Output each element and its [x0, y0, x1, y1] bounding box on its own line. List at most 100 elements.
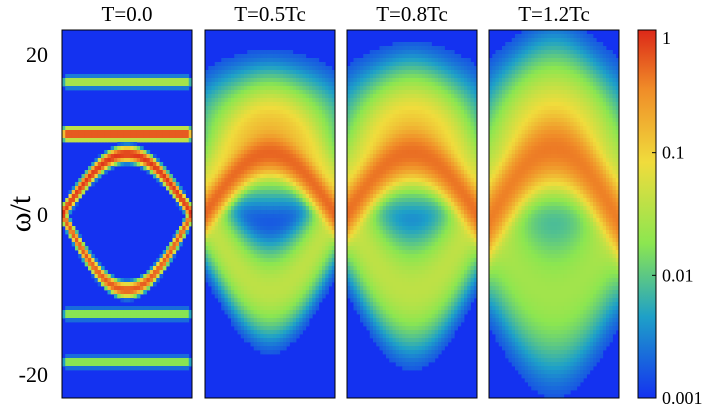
- heatmap-cell: [350, 150, 354, 155]
- heatmap-cell: [260, 294, 264, 299]
- heatmap-cell: [263, 322, 268, 327]
- heatmap-cell: [62, 310, 66, 315]
- heatmap-cell: [237, 302, 242, 307]
- heatmap-cell: [227, 286, 232, 291]
- heatmap-cell: [405, 114, 410, 119]
- heatmap-cell: [266, 238, 271, 243]
- heatmap-cell: [305, 218, 310, 223]
- heatmap-cell: [182, 318, 186, 323]
- heatmap-cell: [231, 190, 235, 195]
- heatmap-cell: [328, 102, 333, 107]
- heatmap-cell: [78, 194, 82, 199]
- heatmap-cell: [273, 158, 277, 163]
- heatmap-cell: [276, 310, 281, 315]
- heatmap-cell: [283, 278, 287, 283]
- heatmap-cell: [428, 130, 432, 135]
- heatmap-cell: [402, 106, 406, 111]
- heatmap-cell: [270, 258, 274, 263]
- heatmap-cell: [68, 230, 73, 235]
- heatmap-cell: [97, 282, 102, 287]
- heatmap-cell: [205, 126, 209, 131]
- heatmap-cell: [234, 106, 238, 111]
- heatmap-cell: [240, 258, 245, 263]
- heatmap-cell: [270, 82, 274, 87]
- heatmap-cell: [263, 286, 268, 291]
- heatmap-cell: [263, 298, 268, 303]
- heatmap-cell: [266, 134, 271, 139]
- heatmap-cell: [447, 62, 452, 67]
- heatmap-cell: [318, 138, 323, 143]
- heatmap-cell: [247, 202, 251, 207]
- heatmap-cell: [305, 242, 310, 247]
- heatmap-cell: [434, 166, 439, 171]
- heatmap-cell: [231, 170, 235, 175]
- heatmap-cell: [289, 186, 294, 191]
- heatmap-cell: [292, 122, 297, 127]
- heatmap-cell: [421, 154, 426, 159]
- heatmap-cell: [331, 162, 336, 167]
- heatmap-cell: [283, 138, 287, 143]
- heatmap-cell: [127, 134, 131, 139]
- heatmap-cell: [405, 118, 410, 123]
- heatmap-cell: [296, 158, 300, 163]
- heatmap-cell: [441, 78, 445, 83]
- heatmap-cell: [260, 162, 264, 167]
- heatmap-cell: [315, 294, 320, 299]
- heatmap-cell: [234, 58, 238, 63]
- heatmap-cell: [162, 138, 167, 143]
- heatmap-cell: [305, 78, 310, 83]
- heatmap-cell: [253, 74, 258, 79]
- heatmap-cell: [363, 154, 367, 159]
- heatmap-cell: [299, 170, 303, 175]
- heatmap-cell: [312, 114, 316, 119]
- heatmap-cell: [227, 214, 232, 219]
- heatmap-cell: [214, 62, 219, 67]
- heatmap-cell: [273, 86, 277, 91]
- heatmap-cell: [325, 254, 329, 259]
- heatmap-cell: [318, 278, 323, 283]
- heatmap-cell: [473, 130, 478, 135]
- heatmap-cell: [405, 122, 410, 127]
- heatmap-cell: [257, 262, 261, 267]
- heatmap-cell: [224, 226, 229, 231]
- heatmap-cell: [279, 118, 284, 123]
- heatmap-cell: [460, 86, 465, 91]
- heatmap-cell: [127, 290, 131, 295]
- heatmap-cell: [299, 134, 303, 139]
- heatmap-cell: [309, 250, 313, 255]
- heatmap-cell: [350, 110, 354, 115]
- heatmap-cell: [143, 82, 147, 87]
- heatmap-cell: [399, 110, 403, 115]
- heatmap-cell: [431, 122, 436, 127]
- heatmap-cell: [221, 270, 225, 275]
- heatmap-cell: [389, 146, 393, 151]
- heatmap-cell: [94, 362, 99, 367]
- heatmap-cell: [153, 158, 157, 163]
- heatmap-cell: [286, 178, 290, 183]
- heatmap-cell: [169, 174, 173, 179]
- heatmap-cell: [260, 114, 264, 119]
- heatmap-cell: [292, 158, 297, 163]
- heatmap-cell: [399, 126, 403, 131]
- heatmap-cell: [276, 214, 281, 219]
- heatmap-cell: [94, 178, 99, 183]
- heatmap-cell: [379, 170, 384, 175]
- heatmap-cell: [299, 290, 303, 295]
- heatmap-cell: [283, 230, 287, 235]
- heatmap-cell: [250, 278, 255, 283]
- heatmap-cell: [376, 70, 380, 75]
- heatmap-cell: [110, 130, 115, 135]
- heatmap-cell: [208, 218, 212, 223]
- heatmap-cell: [123, 142, 128, 147]
- heatmap-cell: [296, 266, 300, 271]
- heatmap-cell: [172, 250, 177, 255]
- heatmap-cell: [473, 86, 478, 91]
- heatmap-cell: [244, 246, 248, 251]
- heatmap-cell: [224, 270, 229, 275]
- heatmap-cell: [231, 214, 235, 219]
- heatmap-cell: [214, 250, 219, 255]
- heatmap-cell: [276, 130, 281, 135]
- heatmap-cell: [208, 70, 212, 75]
- heatmap-cell: [305, 266, 310, 271]
- heatmap-cell: [123, 150, 128, 155]
